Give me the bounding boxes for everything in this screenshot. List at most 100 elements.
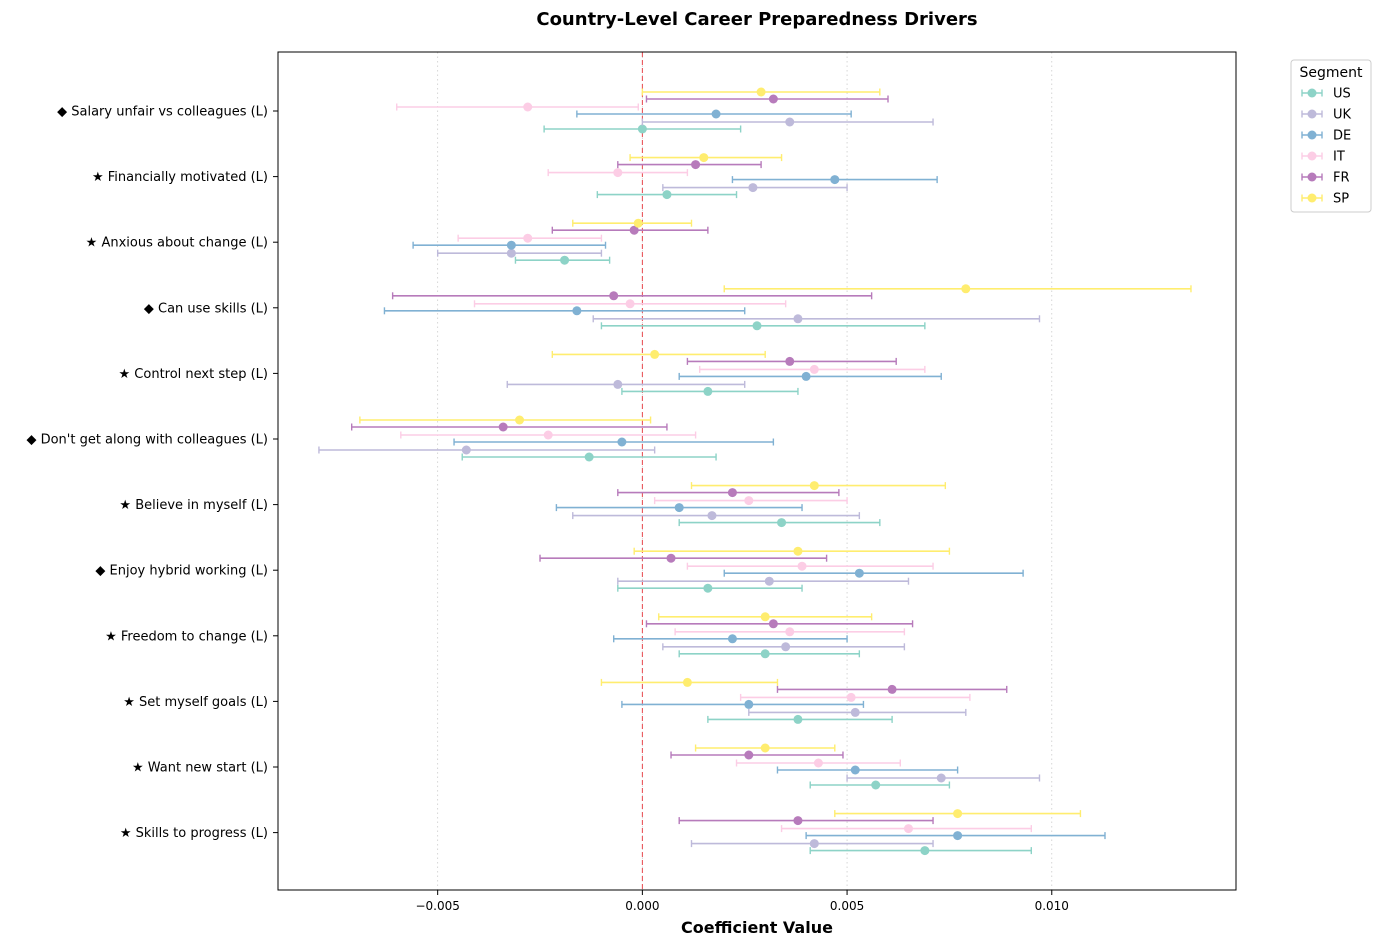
coefficient-point	[801, 371, 811, 381]
coefficient-point	[830, 175, 840, 185]
coefficient-point	[703, 386, 713, 396]
coefficient-point	[961, 284, 971, 294]
coefficient-point	[744, 699, 754, 709]
legend-swatch-point	[1307, 88, 1317, 98]
coefficient-point	[748, 183, 758, 193]
coefficient-point	[768, 94, 778, 104]
legend-swatch-point	[1307, 193, 1317, 203]
coefficient-point	[629, 225, 639, 235]
coefficient-point	[523, 233, 533, 243]
coefficient-point	[560, 255, 570, 265]
coefficient-point	[461, 445, 471, 455]
x-tick-label: 0.010	[1035, 899, 1069, 913]
coefficient-point	[850, 707, 860, 717]
coefficient-point	[584, 452, 594, 462]
coefficient-point	[756, 87, 766, 97]
coefficient-point	[703, 583, 713, 593]
coefficient-point	[498, 422, 508, 432]
coefficient-point	[613, 379, 623, 389]
coefficient-point	[699, 153, 709, 163]
legend-swatch-point	[1307, 109, 1317, 119]
coefficient-point	[650, 349, 660, 359]
coefficient-point	[953, 831, 963, 841]
y-tick-label: ◆ Enjoy hybrid working (L)	[95, 564, 268, 579]
legend-label: FR	[1333, 171, 1350, 186]
x-axis-label: Coefficient Value	[681, 918, 833, 937]
coefficient-point	[711, 109, 721, 119]
x-tick-label: −0.005	[415, 899, 459, 913]
y-tick-label: ★ Anxious about change (L)	[86, 236, 268, 251]
y-tick-label: ★ Freedom to change (L)	[105, 629, 268, 644]
coefficient-point	[809, 839, 819, 849]
coefficient-point	[793, 816, 803, 826]
y-tick-label: ★ Control next step (L)	[119, 367, 268, 382]
y-tick-label: ◆ Salary unfair vs colleagues (L)	[57, 105, 268, 120]
legend-swatch-point	[1307, 172, 1317, 182]
coefficient-point	[666, 553, 676, 563]
coefficient-point	[768, 619, 778, 629]
coefficient-point	[506, 248, 516, 258]
coefficient-point	[764, 576, 774, 586]
x-tick-label: 0.005	[830, 899, 864, 913]
coefficient-point	[953, 809, 963, 819]
coefficient-point	[777, 518, 787, 528]
coefficient-point	[785, 356, 795, 366]
legend-frame	[1290, 59, 1372, 213]
coefficient-point	[515, 415, 525, 425]
coefficient-point	[846, 692, 856, 702]
legend-label: SP	[1333, 192, 1349, 207]
coefficient-point	[903, 824, 913, 834]
coefficient-point	[637, 124, 647, 134]
coefficient-point	[613, 168, 623, 178]
coefficient-point	[760, 612, 770, 622]
legend-items: US UK DE IT FR SP	[1301, 87, 1352, 207]
coefficient-point	[936, 773, 946, 783]
coefficient-point	[809, 481, 819, 491]
coefficient-point	[523, 102, 533, 112]
coefficient-point	[809, 364, 819, 374]
coefficient-point	[707, 511, 717, 521]
coefficient-point	[727, 488, 737, 498]
coefficient-point	[609, 291, 619, 301]
coefficient-point	[871, 780, 881, 790]
coefficient-point	[744, 750, 754, 760]
coefficient-point	[760, 743, 770, 753]
coefficient-point	[793, 546, 803, 556]
coefficient-point	[793, 314, 803, 324]
coefficient-point	[625, 299, 635, 309]
coefficient-point	[887, 684, 897, 694]
coefficient-point	[781, 642, 791, 652]
y-tick-label: ◆ Don't get along with colleagues (L)	[26, 433, 268, 448]
coefficient-point	[691, 160, 701, 170]
coefficient-point	[854, 568, 864, 578]
coefficient-point	[662, 190, 672, 200]
coefficient-point	[682, 677, 692, 687]
coefficient-point	[797, 561, 807, 571]
coefficient-point	[850, 765, 860, 775]
coefficient-point	[760, 649, 770, 659]
y-tick-label: ★ Skills to progress (L)	[120, 826, 268, 841]
coefficient-point	[744, 496, 754, 506]
chart-title: Country-Level Career Preparedness Driver…	[536, 9, 977, 30]
legend-swatch-point	[1307, 130, 1317, 140]
y-tick-label: ★ Set myself goals (L)	[123, 695, 268, 710]
y-tick-label: ★ Believe in myself (L)	[119, 498, 268, 513]
coefficient-point	[920, 846, 930, 856]
legend-title: Segment	[1300, 65, 1364, 81]
gridlines	[437, 52, 1053, 890]
coefficient-point	[674, 503, 684, 513]
coefficient-point	[793, 714, 803, 724]
legend-label: DE	[1333, 129, 1351, 144]
plot-frame	[277, 51, 1237, 891]
y-tick-label: ★ Want new start (L)	[132, 761, 268, 776]
legend-label: IT	[1333, 150, 1345, 165]
y-tick-label: ★ Financially motivated (L)	[92, 170, 268, 185]
coefficient-point	[572, 306, 582, 316]
legend: Segment US UK DE IT FR SP	[1290, 59, 1372, 213]
coefficient-point	[727, 634, 737, 644]
legend-swatch-point	[1307, 151, 1317, 161]
coefficient-point	[752, 321, 762, 331]
legend-label: US	[1333, 87, 1351, 102]
data-layer	[318, 87, 1192, 856]
